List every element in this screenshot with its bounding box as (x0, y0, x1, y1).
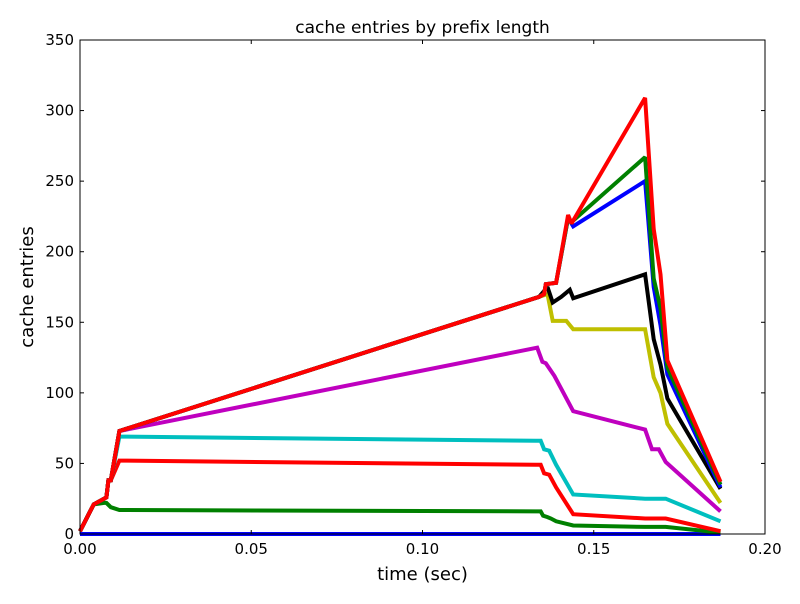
chart-title: cache entries by prefix length (295, 18, 550, 38)
y-tick-label: 350 (45, 31, 74, 49)
x-tick-label: 0.15 (577, 540, 610, 558)
y-tick-label: 50 (55, 454, 74, 472)
x-axis-label: time (sec) (377, 564, 468, 585)
y-tick-label: 300 (45, 102, 74, 120)
y-tick-label: 0 (64, 525, 74, 543)
x-tick-label: 0.10 (406, 540, 439, 558)
y-tick-label: 250 (45, 172, 74, 190)
tick-layer: 0.00 0.05 0.10 0.15 0.20 0 50 100 150 200 250 300 35… (45, 31, 781, 558)
y-tick-label: 100 (45, 384, 74, 402)
series-layer (78, 96, 723, 536)
y-axis-label: cache entries (17, 226, 38, 347)
y-tick-label: 200 (45, 243, 74, 261)
x-tick-label: 0.00 (63, 540, 96, 558)
y-tick-label: 150 (45, 313, 74, 331)
x-tick-label: 0.20 (748, 540, 781, 558)
series-line-2 (78, 500, 721, 535)
series-line-10 (78, 96, 723, 533)
x-tick-label: 0.05 (235, 540, 268, 558)
